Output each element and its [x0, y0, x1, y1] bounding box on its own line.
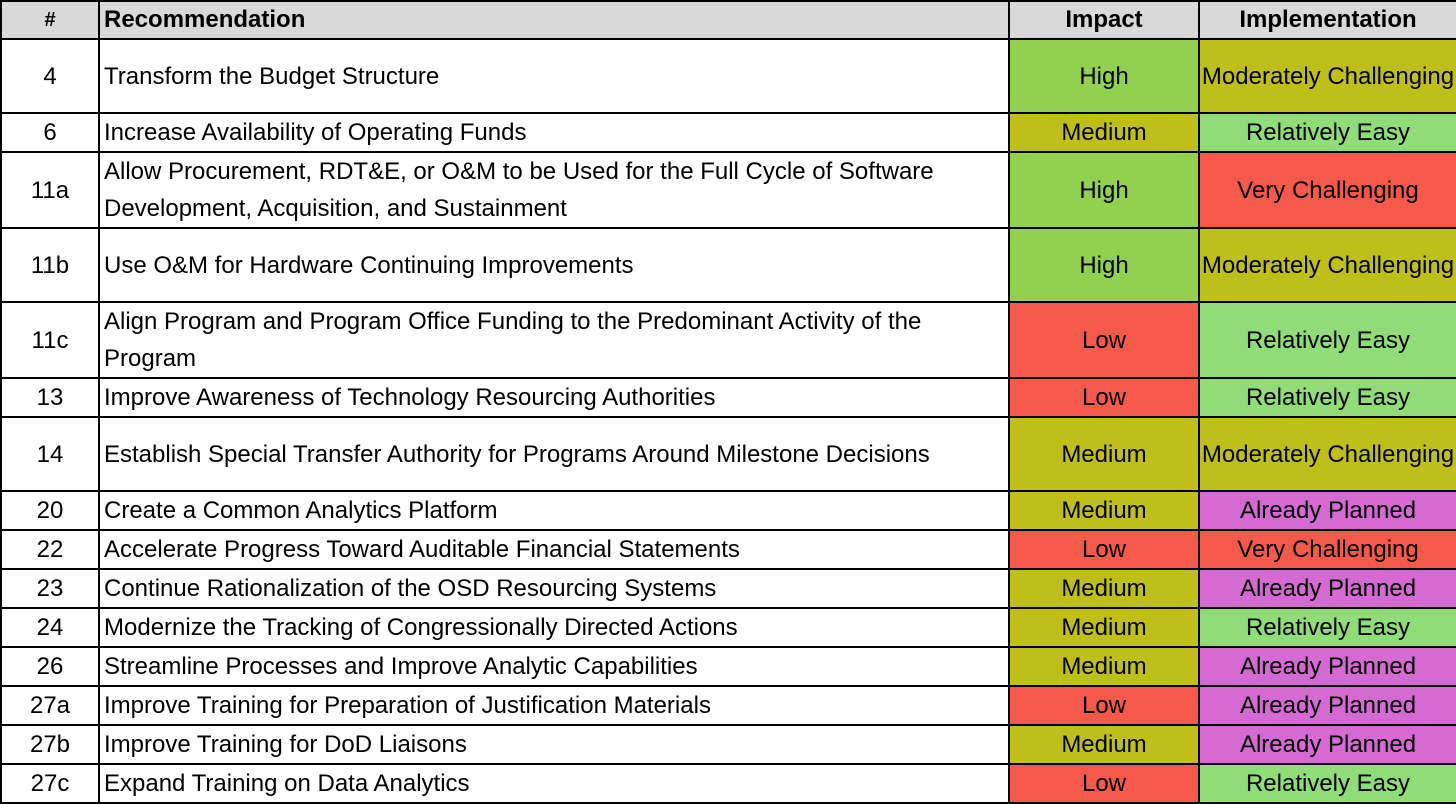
impact-cell[interactable]: High [1008, 151, 1200, 229]
header-row: # Recommendation Impact Implementation [0, 0, 1456, 40]
recommendation-cell[interactable]: Expand Training on Data Analytics [98, 763, 1010, 804]
recommendation-cell[interactable]: Improve Awareness of Technology Resourci… [98, 377, 1010, 418]
table-row[interactable]: 6 Increase Availability of Operating Fund… [0, 112, 1456, 153]
header-num[interactable]: # [0, 0, 100, 40]
recommendation-cell[interactable]: Improve Training for DoD Liaisons [98, 724, 1010, 765]
impact-cell[interactable]: Medium [1008, 646, 1200, 687]
table-row[interactable]: 24 Modernize the Tracking of Congressiona… [0, 607, 1456, 648]
implementation-cell[interactable]: Already Planned [1198, 568, 1456, 609]
table-row[interactable]: 14 Establish Special Transfer Authority f… [0, 416, 1456, 492]
row-number-cell[interactable]: 27a [0, 685, 100, 726]
recommendation-cell[interactable]: Align Program and Program Office Funding… [98, 301, 1010, 379]
implementation-cell[interactable]: Already Planned [1198, 685, 1456, 726]
recommendation-cell[interactable]: Accelerate Progress Toward Auditable Fin… [98, 529, 1010, 570]
table-row[interactable]: 27c Expand Training on Data Analytics Low R… [0, 763, 1456, 804]
implementation-cell[interactable]: Already Planned [1198, 724, 1456, 765]
table-row[interactable]: 4 Transform the Budget Structure High Moder… [0, 38, 1456, 114]
header-impact[interactable]: Impact [1008, 0, 1200, 40]
row-number-cell[interactable]: 14 [0, 416, 100, 492]
header-recommendation[interactable]: Recommendation [98, 0, 1010, 40]
implementation-cell[interactable]: Moderately Challenging [1198, 38, 1456, 114]
impact-cell[interactable]: High [1008, 38, 1200, 114]
row-number-cell[interactable]: 11a [0, 151, 100, 229]
implementation-cell[interactable]: Relatively Easy [1198, 112, 1456, 153]
impact-cell[interactable]: Medium [1008, 724, 1200, 765]
table-row[interactable]: 27b Improve Training for DoD Liaisons Medi… [0, 724, 1456, 765]
recommendation-cell[interactable]: Improve Training for Preparation of Just… [98, 685, 1010, 726]
row-number-cell[interactable]: 13 [0, 377, 100, 418]
impact-cell[interactable]: Low [1008, 529, 1200, 570]
table-row[interactable]: 11a Allow Procurement, RDT&E, or O&M to b… [0, 151, 1456, 229]
row-number-cell[interactable]: 11c [0, 301, 100, 379]
impact-cell[interactable]: Medium [1008, 607, 1200, 648]
row-number-cell[interactable]: 23 [0, 568, 100, 609]
implementation-cell[interactable]: Relatively Easy [1198, 763, 1456, 804]
implementation-cell[interactable]: Moderately Challenging [1198, 227, 1456, 303]
recommendation-cell[interactable]: Use O&M for Hardware Continuing Improvem… [98, 227, 1010, 303]
impact-cell[interactable]: Low [1008, 377, 1200, 418]
header-implementation[interactable]: Implementation [1198, 0, 1456, 40]
implementation-cell[interactable]: Relatively Easy [1198, 377, 1456, 418]
row-number-cell[interactable]: 11b [0, 227, 100, 303]
row-number-cell[interactable]: 20 [0, 490, 100, 531]
table-row[interactable]: 20 Create a Common Analytics Platform Medi… [0, 490, 1456, 531]
recommendation-cell[interactable]: Transform the Budget Structure [98, 38, 1010, 114]
impact-cell[interactable]: Medium [1008, 112, 1200, 153]
table-header: # Recommendation Impact Implementation [0, 0, 1456, 40]
row-number-cell[interactable]: 27b [0, 724, 100, 765]
row-number-cell[interactable]: 27c [0, 763, 100, 804]
impact-cell[interactable]: Medium [1008, 568, 1200, 609]
recommendation-cell[interactable]: Continue Rationalization of the OSD Reso… [98, 568, 1010, 609]
recommendation-cell[interactable]: Modernize the Tracking of Congressionall… [98, 607, 1010, 648]
impact-cell[interactable]: Medium [1008, 490, 1200, 531]
recommendation-cell[interactable]: Increase Availability of Operating Funds [98, 112, 1010, 153]
row-number-cell[interactable]: 22 [0, 529, 100, 570]
table-row[interactable]: 27a Improve Training for Preparation of J… [0, 685, 1456, 726]
recommendation-cell[interactable]: Establish Special Transfer Authority for… [98, 416, 1010, 492]
table-row[interactable]: 23 Continue Rationalization of the OSD Re… [0, 568, 1456, 609]
implementation-cell[interactable]: Already Planned [1198, 646, 1456, 687]
row-number-cell[interactable]: 4 [0, 38, 100, 114]
table-body: 4 Transform the Budget Structure High Moder… [0, 38, 1456, 804]
recommendation-cell[interactable]: Allow Procurement, RDT&E, or O&M to be U… [98, 151, 1010, 229]
table-row[interactable]: 13 Improve Awareness of Technology Resour… [0, 377, 1456, 418]
impact-cell[interactable]: High [1008, 227, 1200, 303]
implementation-cell[interactable]: Relatively Easy [1198, 301, 1456, 379]
table-row[interactable]: 11b Use O&M for Hardware Continuing Impro… [0, 227, 1456, 303]
row-number-cell[interactable]: 26 [0, 646, 100, 687]
implementation-cell[interactable]: Relatively Easy [1198, 607, 1456, 648]
impact-cell[interactable]: Low [1008, 685, 1200, 726]
implementation-cell[interactable]: Very Challenging [1198, 151, 1456, 229]
impact-cell[interactable]: Low [1008, 763, 1200, 804]
implementation-cell[interactable]: Already Planned [1198, 490, 1456, 531]
row-number-cell[interactable]: 6 [0, 112, 100, 153]
table-row[interactable]: 26 Streamline Processes and Improve Analy… [0, 646, 1456, 687]
recommendation-cell[interactable]: Streamline Processes and Improve Analyti… [98, 646, 1010, 687]
table-row[interactable]: 22 Accelerate Progress Toward Auditable F… [0, 529, 1456, 570]
recommendation-cell[interactable]: Create a Common Analytics Platform [98, 490, 1010, 531]
implementation-cell[interactable]: Moderately Challenging [1198, 416, 1456, 492]
impact-cell[interactable]: Low [1008, 301, 1200, 379]
row-number-cell[interactable]: 24 [0, 607, 100, 648]
impact-cell[interactable]: Medium [1008, 416, 1200, 492]
implementation-cell[interactable]: Very Challenging [1198, 529, 1456, 570]
table-row[interactable]: 11c Align Program and Program Office Fund… [0, 301, 1456, 379]
